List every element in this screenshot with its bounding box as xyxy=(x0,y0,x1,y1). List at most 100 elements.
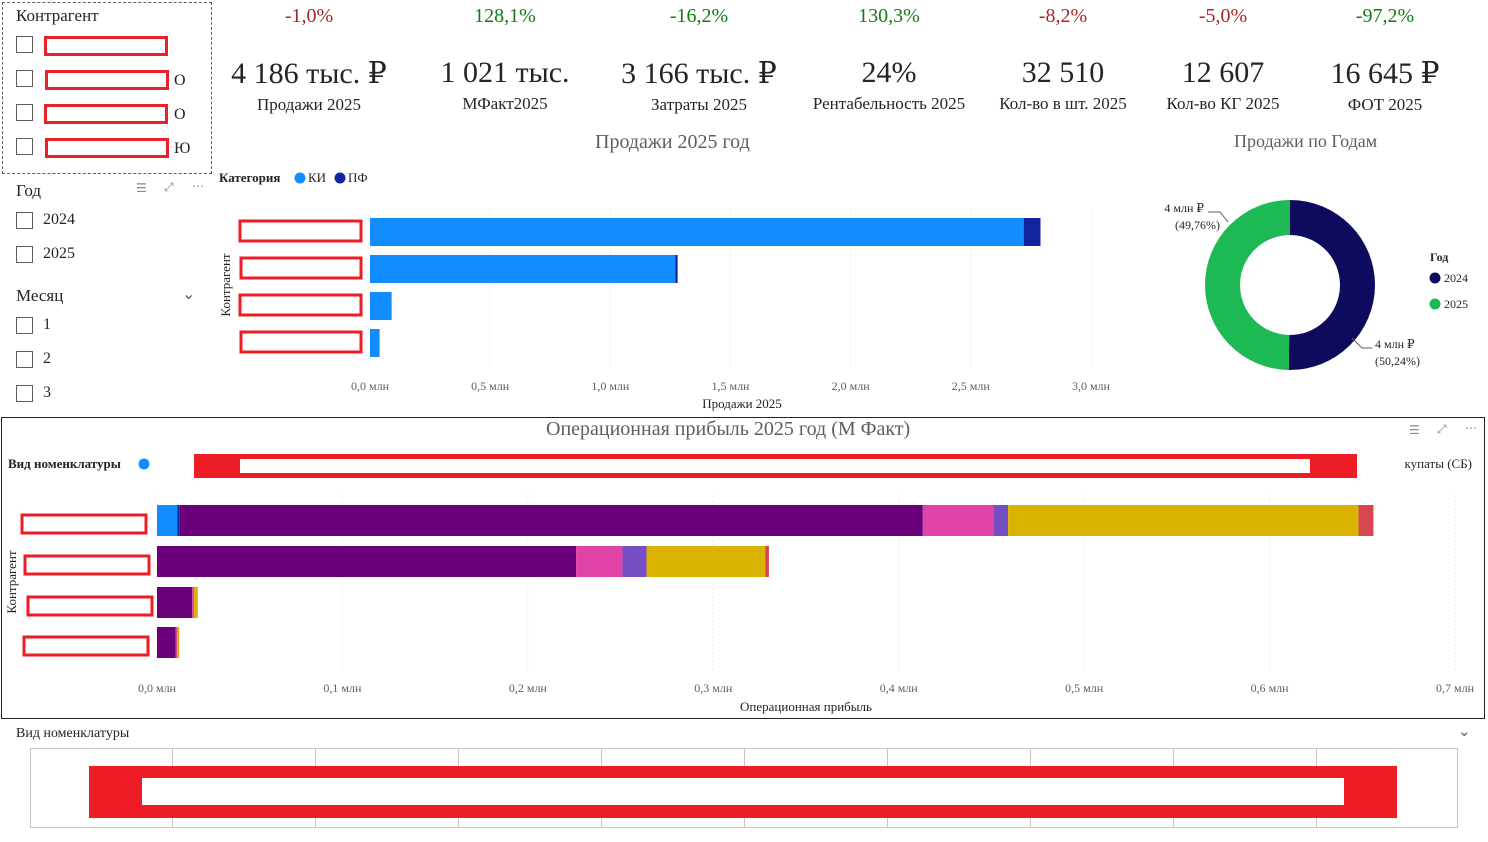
year-item-label: 2025 xyxy=(43,245,75,262)
profit-chart-title: Операционная прибыль 2025 год (М Факт) xyxy=(546,418,911,440)
checkbox[interactable] xyxy=(16,104,33,121)
bar-segment[interactable] xyxy=(194,587,198,618)
more-options-icon[interactable]: ⋯ xyxy=(192,179,204,193)
counterparty-item[interactable] xyxy=(16,36,43,53)
checkbox[interactable] xyxy=(16,245,33,263)
redacted-category-label xyxy=(20,513,148,535)
checkbox[interactable] xyxy=(16,70,33,87)
checkbox[interactable] xyxy=(16,211,33,229)
legend-label[interactable]: КИ xyxy=(308,170,326,185)
month-item[interactable]: 1 xyxy=(16,316,51,334)
kpi-value: 4 186 тыс. ₽ xyxy=(231,57,387,90)
kpi-card: -16,2% 3 166 тыс. ₽ Затраты 2025 xyxy=(604,5,794,115)
donut-slice[interactable] xyxy=(1288,200,1375,370)
bar-segment[interactable] xyxy=(157,587,193,618)
kpi-value: 16 645 ₽ xyxy=(1330,57,1440,90)
kpi-delta: -8,2% xyxy=(1038,5,1088,27)
bar-segment[interactable] xyxy=(370,218,1024,246)
label-leader xyxy=(1208,211,1229,223)
legend-label[interactable]: ПФ xyxy=(348,170,368,185)
bar-segment[interactable] xyxy=(993,505,1009,536)
legend-label[interactable]: 2025 xyxy=(1444,297,1468,311)
bar-segment[interactable] xyxy=(175,627,178,658)
y-axis-title: Контрагент xyxy=(218,253,233,316)
year-slicer-title: Год xyxy=(16,181,41,200)
legend-marker[interactable] xyxy=(334,172,346,184)
bar-segment[interactable] xyxy=(177,627,180,658)
bar-segment[interactable] xyxy=(157,546,577,577)
bar-segment[interactable] xyxy=(370,329,380,357)
bar-segment[interactable] xyxy=(179,505,923,536)
kpi-value: 24% xyxy=(861,56,917,89)
checkbox[interactable] xyxy=(16,138,33,155)
bar-segment[interactable] xyxy=(1008,505,1359,536)
more-options-icon[interactable]: ⋯ xyxy=(1465,421,1477,435)
slice-pct-label: (50,24%) xyxy=(1375,354,1420,368)
bar-segment[interactable] xyxy=(370,255,676,283)
month-item[interactable]: 2 xyxy=(16,350,51,368)
redacted-category-label xyxy=(239,256,363,280)
legend-marker[interactable] xyxy=(294,172,306,184)
redacted-counterparty-name xyxy=(44,36,168,56)
kpi-card: 128,1% 1 021 тыс. МФакт2025 xyxy=(410,5,600,114)
bar-segment[interactable] xyxy=(922,505,994,536)
filter-icon[interactable]: ☰ xyxy=(1409,423,1420,437)
redacted-category-label xyxy=(239,330,363,354)
bar-segment[interactable] xyxy=(765,546,769,577)
chevron-down-icon[interactable]: ⌄ xyxy=(1458,722,1471,740)
chevron-down-icon[interactable]: ⌄ xyxy=(182,284,196,303)
checkbox[interactable] xyxy=(16,316,33,334)
kpi-card: -1,0% 4 186 тыс. ₽ Продажи 2025 xyxy=(214,5,404,115)
bar-segment[interactable] xyxy=(157,627,176,658)
donut-slice[interactable] xyxy=(1204,200,1290,370)
bar-segment[interactable] xyxy=(1358,505,1374,536)
legend-marker[interactable] xyxy=(138,458,150,470)
counterparty-item[interactable] xyxy=(16,138,43,155)
kpi-label: Кол-во КГ 2025 xyxy=(1166,94,1280,113)
bar-segment[interactable] xyxy=(177,505,180,536)
bar-segment[interactable] xyxy=(192,587,195,618)
legend-marker[interactable] xyxy=(1429,272,1441,284)
focus-mode-icon[interactable]: ⤢ xyxy=(164,180,174,194)
bar-segment[interactable] xyxy=(576,546,623,577)
year-item[interactable]: 2025 xyxy=(16,245,75,263)
x-axis-title: Продажи 2025 xyxy=(702,396,782,411)
legend-marker[interactable] xyxy=(1429,298,1441,310)
bar-segment[interactable] xyxy=(646,546,766,577)
sales-by-year-donut: 4 млн ₽ (50,24%) 4 млн ₽ (49,76%) Год 2024 202… xyxy=(1164,200,1468,370)
label-leader xyxy=(1351,337,1372,349)
profit-chart-frame xyxy=(1,417,1485,719)
counterparty-item[interactable] xyxy=(16,104,43,121)
checkbox[interactable] xyxy=(16,350,33,368)
kpi-delta: 130,3% xyxy=(858,5,920,27)
filter-icon[interactable]: ☰ xyxy=(136,181,147,195)
legend-label[interactable]: 2024 xyxy=(1444,271,1468,285)
x-tick-label: 0,2 млн xyxy=(509,681,548,695)
x-axis-title: Операционная прибыль xyxy=(740,699,872,714)
month-item-label: 3 xyxy=(43,384,51,401)
counterparty-item[interactable] xyxy=(16,70,43,87)
x-tick-label: 0,5 млн xyxy=(1065,681,1104,695)
kpi-label: ФОТ 2025 xyxy=(1347,95,1423,114)
bar-segment[interactable] xyxy=(622,546,647,577)
kpi-card: -5,0% 12 607 Кол-во КГ 2025 xyxy=(1128,5,1318,114)
year-item[interactable]: 2024 xyxy=(16,211,75,229)
legend-label[interactable]: купаты (СБ) xyxy=(1405,456,1472,471)
bar-segment[interactable] xyxy=(157,505,178,536)
bar-segment[interactable] xyxy=(370,292,392,320)
bar-segment[interactable] xyxy=(1023,218,1041,246)
slice-value-label: 4 млн ₽ xyxy=(1164,201,1204,215)
x-tick-label: 0,7 млн xyxy=(1436,681,1475,695)
redacted-legend-inner xyxy=(240,459,1310,473)
counterparty-label-suffix: О xyxy=(174,106,186,123)
sales-chart-title: Продажи 2025 год xyxy=(595,131,750,153)
kpi-card: -8,2% 32 510 Кол-во в шт. 2025 xyxy=(968,5,1158,114)
x-tick-label: 2,5 млн xyxy=(952,379,991,393)
month-item[interactable]: 3 xyxy=(16,384,51,402)
bar-segment[interactable] xyxy=(675,255,678,283)
focus-mode-icon[interactable]: ⤢ xyxy=(1437,422,1447,436)
redacted-nomenclature-values xyxy=(89,766,1397,818)
checkbox[interactable] xyxy=(16,36,33,53)
year-item-label: 2024 xyxy=(43,211,75,228)
checkbox[interactable] xyxy=(16,384,33,402)
